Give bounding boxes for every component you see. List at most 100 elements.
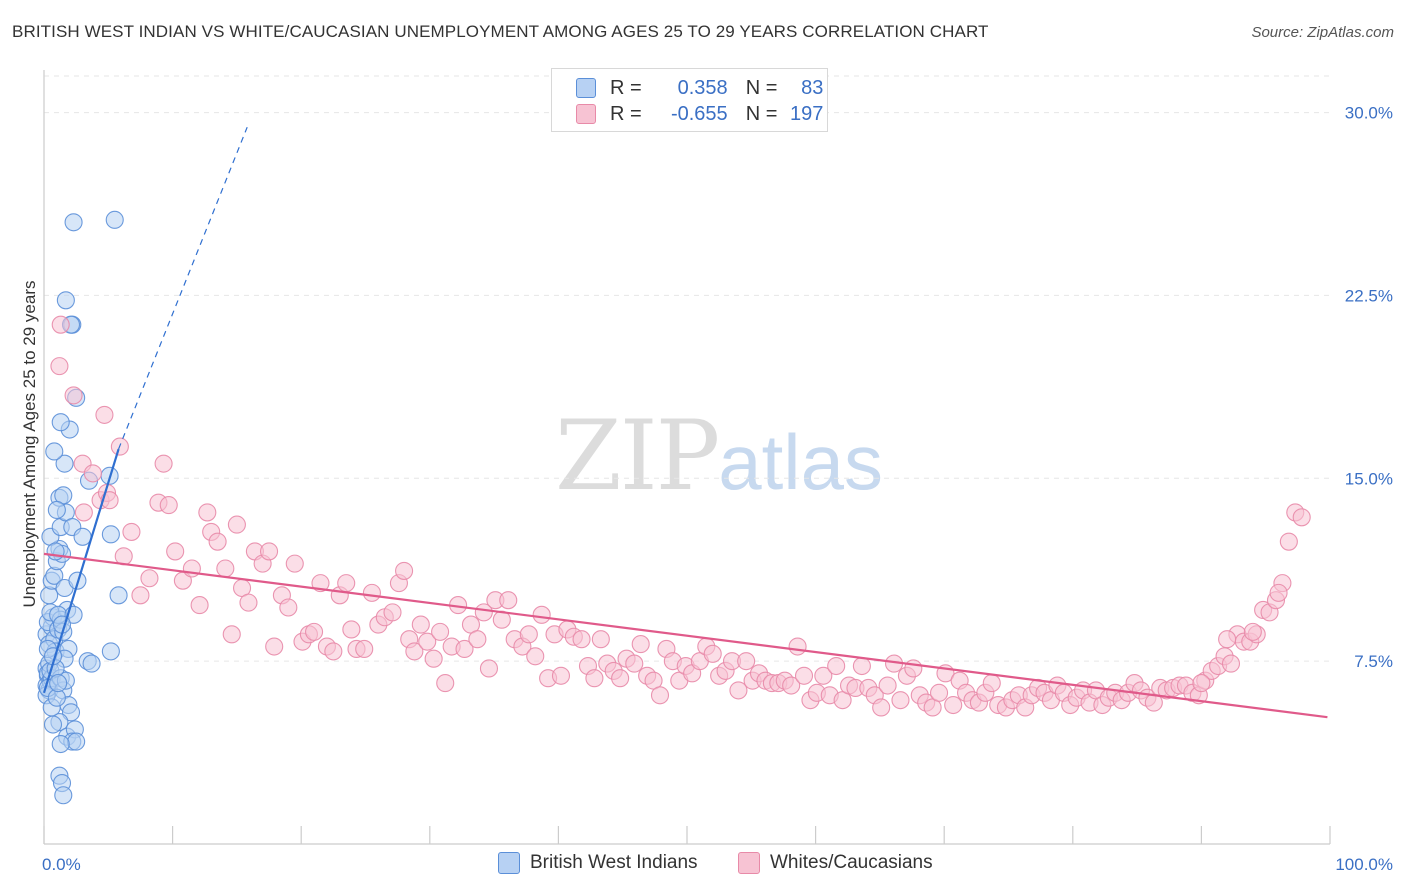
data-point — [383, 603, 402, 622]
data-point — [74, 503, 93, 522]
trend-line-british-west-indians — [42, 448, 120, 694]
data-point — [827, 656, 846, 676]
data-point — [311, 574, 330, 593]
chart-title: BRITISH WEST INDIAN VS WHITE/CAUCASIAN U… — [12, 22, 989, 41]
data-point — [1221, 654, 1241, 673]
trend-line-extension-british-west-indians — [118, 126, 248, 450]
data-point — [82, 654, 101, 673]
data-point — [198, 503, 217, 522]
data-point — [729, 681, 748, 700]
data-point — [468, 630, 487, 649]
n-value: 197 — [790, 102, 824, 125]
data-point — [40, 586, 59, 605]
data-point — [431, 622, 450, 641]
data-point — [47, 500, 66, 520]
series-whites-caucasians — [50, 315, 1311, 717]
data-point — [342, 620, 361, 639]
data-point — [259, 542, 279, 561]
corr-row-blue: R = 0.358 N = 83 — [576, 76, 823, 100]
n-value: 83 — [801, 76, 824, 99]
data-point — [305, 622, 324, 641]
data-point — [43, 715, 63, 734]
data-point — [222, 625, 241, 644]
data-point — [982, 674, 1001, 693]
data-point — [1218, 630, 1237, 649]
data-point — [1269, 583, 1288, 602]
data-point — [930, 683, 949, 702]
data-point — [239, 593, 258, 612]
data-point — [45, 442, 64, 461]
data-point — [131, 586, 150, 605]
series-legend: British West Indians Whites/Caucasians — [0, 852, 1406, 878]
data-point — [479, 659, 499, 678]
data-point — [551, 666, 571, 685]
y-tick-label: 15.0% — [1345, 469, 1393, 488]
data-point — [64, 213, 83, 232]
grid-lines — [44, 75, 1330, 662]
data-point — [51, 315, 70, 334]
data-point — [418, 632, 437, 651]
data-point — [140, 569, 159, 588]
data-point — [73, 527, 92, 546]
pink-swatch-icon — [738, 852, 760, 874]
legend-item-whites-caucasians[interactable]: Whites/Caucasians — [738, 852, 933, 874]
legend-label: Whites/Caucasians — [770, 852, 933, 873]
blue-swatch-icon — [498, 852, 520, 874]
data-point — [61, 703, 81, 722]
corr-row-pink: R = -0.655 N = 197 — [576, 102, 823, 126]
data-point — [285, 554, 304, 573]
data-point — [67, 732, 86, 751]
data-point — [51, 734, 70, 754]
data-point — [631, 635, 650, 654]
data-point — [46, 542, 65, 561]
data-point — [166, 542, 185, 561]
data-point — [852, 656, 871, 676]
data-point — [737, 652, 756, 671]
data-point — [227, 515, 246, 534]
data-point — [55, 454, 74, 473]
data-point — [424, 649, 443, 668]
data-point — [56, 291, 75, 310]
data-point — [782, 676, 801, 695]
data-point — [154, 454, 173, 473]
watermark: ZIPatlas — [555, 400, 883, 512]
tick-labels: 7.5% 15.0% 22.5% 30.0% 0.0% 100.0% — [42, 104, 1393, 874]
data-point — [122, 522, 141, 541]
data-point — [891, 691, 910, 710]
data-point — [872, 698, 891, 717]
watermark-atlas: atlas — [718, 418, 883, 506]
r-value: -0.655 — [670, 102, 728, 125]
data-point — [532, 605, 551, 624]
data-point — [411, 615, 430, 634]
data-point — [788, 637, 807, 656]
data-point — [499, 591, 518, 610]
data-point — [625, 654, 644, 673]
n-label: N = — [745, 76, 778, 99]
data-point — [54, 786, 73, 805]
data-point — [591, 630, 610, 649]
data-point — [216, 559, 235, 578]
data-point — [190, 596, 209, 615]
data-point — [526, 647, 545, 666]
legend-label: British West Indians — [530, 852, 698, 873]
data-point — [355, 639, 374, 659]
data-point — [51, 413, 70, 432]
data-point — [878, 676, 897, 695]
data-point — [611, 669, 630, 688]
x-tick-label: 0.0% — [42, 855, 81, 874]
data-point — [265, 637, 284, 656]
r-value: 0.358 — [677, 76, 728, 99]
source-label: Source: ZipAtlas.com — [1251, 24, 1394, 41]
data-point — [105, 210, 124, 229]
y-axis-label: Unemployment Among Ages 25 to 29 years — [20, 281, 39, 608]
series-british-west-indians — [37, 210, 128, 805]
data-point — [703, 644, 722, 663]
trend-lines — [42, 126, 1328, 719]
data-point — [83, 464, 102, 483]
data-point — [904, 659, 923, 678]
data-point — [1279, 532, 1298, 551]
x-tick-label: 100.0% — [1335, 855, 1393, 874]
data-point — [208, 532, 227, 551]
legend-item-british-west-indians[interactable]: British West Indians — [498, 852, 698, 874]
